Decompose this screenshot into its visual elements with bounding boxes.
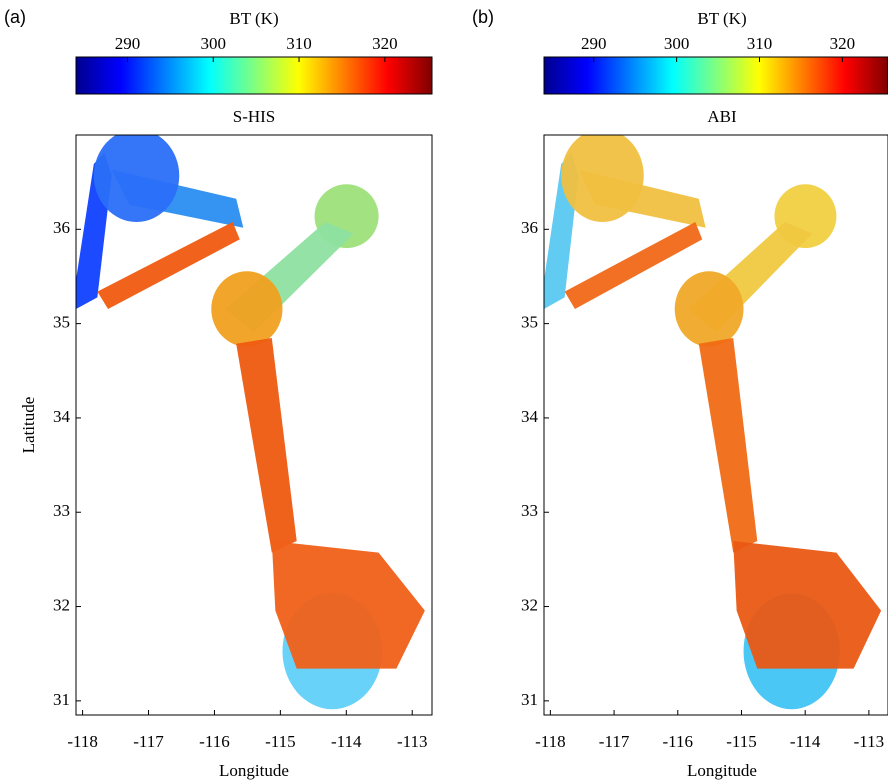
x-tick-label: -116 — [663, 732, 694, 751]
x-axis-label: Longitude — [687, 761, 757, 780]
colorbar-label: BT (K) — [229, 9, 278, 28]
swath — [733, 541, 882, 669]
y-tick-label: 35 — [521, 313, 538, 332]
colorbar-tick-label: 320 — [830, 34, 856, 53]
colorbar-tick-label: 290 — [115, 34, 141, 53]
y-tick-label: 36 — [521, 218, 538, 237]
chart-title: ABI — [707, 107, 737, 126]
colorbar — [75, 56, 433, 95]
swath — [211, 271, 283, 347]
y-axis-label: Latitude — [19, 397, 38, 454]
swath — [97, 222, 240, 309]
y-tick-label: 36 — [53, 218, 70, 237]
y-tick-label: 34 — [53, 407, 71, 426]
swath — [698, 338, 758, 553]
swath — [674, 271, 744, 347]
y-tick-label: 31 — [521, 690, 538, 709]
x-tick-label: -113 — [397, 732, 428, 751]
swath — [271, 541, 425, 669]
y-tick-label: 34 — [521, 407, 539, 426]
x-tick-label: -114 — [790, 732, 821, 751]
plot-frame — [75, 134, 433, 716]
colorbar-tick-label: 310 — [286, 34, 312, 53]
y-tick-label: 35 — [53, 313, 70, 332]
x-tick-label: -117 — [599, 732, 630, 751]
panel-label: (b) — [472, 7, 494, 27]
x-tick-label: -115 — [726, 732, 757, 751]
x-tick-label: -115 — [265, 732, 296, 751]
colorbar-tick-label: 300 — [664, 34, 690, 53]
colorbar-label: BT (K) — [697, 9, 746, 28]
panel-label: (a) — [4, 7, 26, 27]
swath — [93, 135, 180, 222]
colorbar-tick-label: 310 — [747, 34, 773, 53]
colorbar-tick-label: 300 — [201, 34, 227, 53]
chart-title: S-HIS — [233, 107, 276, 126]
swath-map — [544, 135, 882, 710]
swath — [236, 338, 297, 553]
swath — [561, 135, 644, 222]
y-tick-label: 33 — [521, 501, 538, 520]
colorbar — [543, 56, 888, 95]
x-tick-label: -117 — [133, 732, 164, 751]
swath-map — [76, 135, 425, 710]
y-tick-label: 32 — [53, 595, 70, 614]
x-tick-label: -113 — [854, 732, 885, 751]
x-tick-label: -118 — [67, 732, 98, 751]
x-tick-label: -114 — [331, 732, 362, 751]
colorbar-tick-label: 320 — [372, 34, 398, 53]
y-tick-label: 32 — [521, 595, 538, 614]
x-tick-label: -116 — [199, 732, 230, 751]
x-tick-label: -118 — [535, 732, 566, 751]
y-tick-label: 31 — [53, 690, 70, 709]
x-axis-label: Longitude — [219, 761, 289, 780]
swath — [564, 222, 703, 309]
y-tick-label: 33 — [53, 501, 70, 520]
plot-frame — [543, 134, 888, 716]
colorbar-tick-label: 290 — [581, 34, 607, 53]
